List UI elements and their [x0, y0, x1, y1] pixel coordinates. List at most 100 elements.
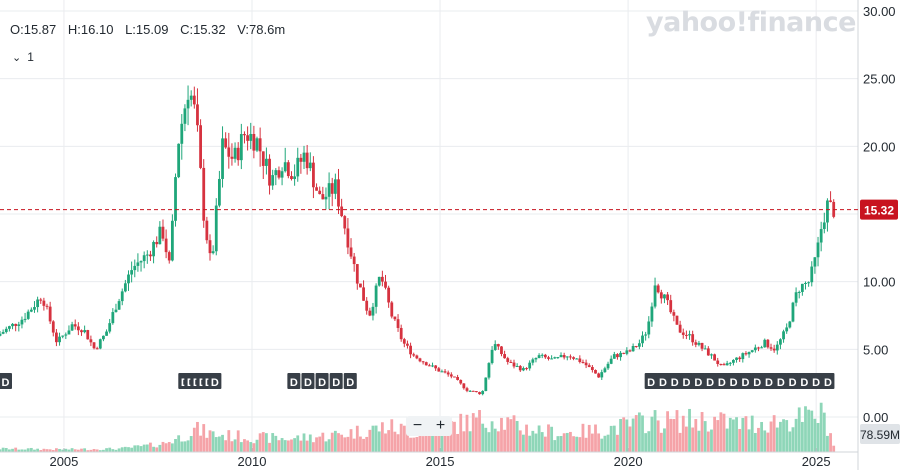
dividend-marker[interactable]: D [797, 373, 811, 389]
volume-bar [120, 447, 124, 452]
candle-body [249, 133, 253, 141]
volume-bar [424, 428, 428, 452]
dividend-marker[interactable]: D [680, 373, 694, 389]
dividend-marker-box [715, 373, 729, 389]
dividend-marker-box [762, 373, 776, 389]
volume-bar [550, 426, 554, 452]
dividend-marker[interactable]: D [715, 373, 729, 389]
dividend-marker-label: D [671, 377, 679, 389]
volume-bar [822, 412, 826, 452]
dividend-marker[interactable]: D [762, 373, 776, 389]
dividend-marker[interactable]: D [691, 373, 705, 389]
candle-body [136, 262, 140, 266]
candle-body [728, 362, 732, 364]
volume-bar [321, 432, 325, 452]
candle-body [822, 222, 826, 230]
candle-body [17, 324, 21, 326]
volume-bar [769, 421, 773, 452]
dividend-marker[interactable]: D [343, 373, 357, 389]
candle-body [26, 311, 30, 319]
candle-body [352, 256, 356, 265]
candle-body [377, 276, 381, 286]
candle-body [70, 324, 74, 331]
dividend-marker-label: D [659, 377, 667, 389]
dividend-marker[interactable]: D [738, 373, 752, 389]
candle-body [211, 251, 215, 254]
dividend-marker[interactable]: D [0, 373, 12, 389]
close-value: C:15.32 [180, 22, 226, 37]
dividend-marker[interactable]: D [656, 373, 670, 389]
y-tick-label: 10.00 [863, 275, 896, 290]
volume-bar [1, 447, 5, 452]
dividend-marker-box [680, 373, 694, 389]
zoom-in-button[interactable]: + [435, 417, 446, 434]
volume-bar [277, 440, 281, 452]
volume-bar [108, 447, 112, 452]
candle-body [490, 349, 494, 364]
candle-body [340, 206, 344, 217]
volume-bar [296, 435, 300, 452]
candlesticks [0, 85, 836, 396]
dividend-marker[interactable]: D [287, 373, 301, 389]
candle-body [312, 162, 315, 188]
volume-bar [675, 410, 679, 452]
volume-bar [691, 427, 695, 452]
candle-body [597, 373, 601, 378]
interval-selector[interactable]: ⌄ 1 [12, 50, 34, 64]
dividend-marker-label: D [765, 377, 773, 389]
dividend-marker[interactable]: D [703, 373, 717, 389]
volume-bar [757, 427, 760, 452]
volume-bar [443, 423, 447, 452]
volume-bar [487, 432, 491, 452]
candle-body [641, 335, 644, 344]
volume-bar [384, 433, 387, 452]
volume-bar [575, 436, 579, 452]
dividend-marker[interactable]: D [821, 373, 835, 389]
volume-bar [29, 447, 33, 452]
volume-bar [102, 449, 105, 452]
dividend-marker[interactable]: D [208, 373, 222, 389]
dividend-marker[interactable]: D [727, 373, 741, 389]
zoom-out-button[interactable]: − [412, 417, 423, 434]
volume-bar [343, 437, 347, 452]
dividend-marker[interactable]: D [774, 373, 788, 389]
volume-bar [283, 440, 287, 452]
volume-bar [290, 439, 293, 452]
dividend-marker[interactable]: D [786, 373, 800, 389]
candle-body [330, 183, 334, 194]
candle-body [371, 306, 375, 316]
candle-body [390, 302, 394, 317]
dividend-marker[interactable]: D [329, 373, 343, 389]
candle-body [515, 366, 519, 368]
candle-body [528, 362, 532, 369]
volume-bar [666, 411, 669, 452]
volume-bar [89, 449, 93, 452]
candle-body [590, 367, 594, 371]
dividend-marker[interactable]: D [315, 373, 329, 389]
volume-bar [710, 429, 713, 452]
volume-bar [678, 432, 682, 452]
candle-body [703, 348, 707, 350]
volume-bar [462, 431, 466, 452]
volume-bar [280, 438, 284, 452]
candle-body [753, 347, 757, 351]
volume-bar [98, 450, 102, 452]
dividend-marker-box [786, 373, 800, 389]
candle-body [180, 123, 184, 144]
candle-body [556, 357, 560, 359]
dividend-markers[interactable]: DDDDDDDDDDDDDDDDDDDDDDDDDDDD [0, 373, 835, 389]
dividend-marker[interactable]: D [644, 373, 658, 389]
volume-bar [556, 436, 560, 452]
candle-body [522, 368, 525, 371]
volume-bar [794, 418, 798, 452]
dividend-marker[interactable]: D [750, 373, 764, 389]
candle-body [155, 241, 159, 245]
volume-bar [506, 417, 510, 452]
candle-body [299, 157, 303, 162]
volume-bar [142, 444, 146, 452]
dividend-marker[interactable]: D [809, 373, 823, 389]
volume-bar [816, 423, 820, 452]
dividend-marker[interactable]: D [301, 373, 315, 389]
dividend-marker[interactable]: D [668, 373, 682, 389]
